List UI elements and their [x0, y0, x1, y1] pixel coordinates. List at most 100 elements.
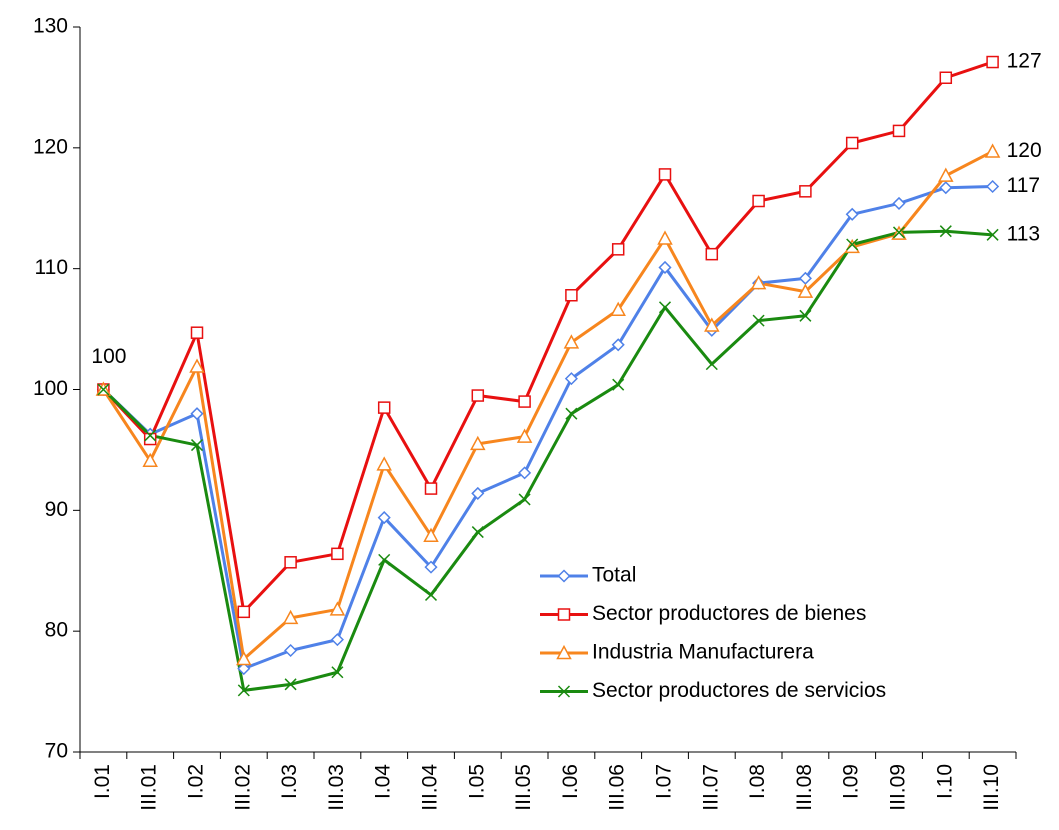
point — [424, 560, 438, 574]
series-line — [102, 229, 993, 692]
x-tick-label: III.08 — [793, 764, 816, 811]
point — [424, 482, 438, 495]
point — [797, 283, 814, 298]
point — [610, 301, 626, 316]
point — [377, 401, 391, 414]
point — [845, 207, 859, 221]
point — [939, 181, 953, 195]
point — [376, 456, 392, 471]
legend-marker — [557, 608, 571, 621]
legend-label: Industria Manufacturera — [592, 641, 814, 664]
x-tick-label: I.04 — [372, 764, 395, 799]
point — [189, 358, 205, 373]
point — [658, 260, 672, 275]
point — [284, 556, 297, 569]
point — [845, 136, 859, 150]
legend-label: Total — [592, 564, 636, 587]
point — [846, 238, 859, 251]
x-tick-label: III.04 — [419, 764, 442, 811]
point — [470, 435, 486, 451]
point — [565, 407, 578, 420]
point — [284, 643, 298, 658]
point — [939, 225, 952, 238]
point — [752, 314, 765, 327]
y-tick-label: 120 — [33, 135, 68, 158]
legend-label: Sector productores de servicios — [592, 679, 886, 702]
y-tick-label: 130 — [33, 15, 68, 38]
x-tick-label: III.02 — [231, 764, 254, 811]
point — [892, 226, 906, 239]
x-tick-label: I.03 — [278, 764, 301, 799]
point — [331, 666, 344, 679]
point — [939, 71, 953, 84]
x-tick-label: III.01 — [138, 764, 161, 811]
x-tick-label: III.05 — [512, 764, 535, 811]
point — [752, 194, 765, 208]
point — [799, 185, 812, 198]
point — [378, 553, 391, 566]
point — [143, 432, 157, 446]
point — [424, 588, 438, 601]
point — [892, 124, 906, 138]
point — [565, 289, 578, 302]
value-label: 113 — [1007, 222, 1040, 245]
point — [237, 605, 251, 619]
point — [330, 633, 344, 647]
point — [704, 317, 720, 332]
value-label: 120 — [1007, 139, 1042, 162]
point — [986, 179, 1000, 194]
point — [563, 334, 580, 349]
point — [190, 439, 204, 452]
y-tick-label: 110 — [35, 256, 68, 279]
point — [518, 493, 531, 506]
point — [190, 326, 204, 339]
value-label: 117 — [1007, 174, 1040, 197]
point — [471, 486, 485, 500]
x-tick-label: I.06 — [559, 764, 582, 799]
point — [329, 601, 346, 616]
point — [237, 662, 251, 676]
point — [190, 407, 204, 421]
point — [564, 372, 578, 386]
x-tick-label: I.02 — [185, 764, 208, 799]
x-tick-label: III.07 — [699, 764, 722, 811]
point — [705, 358, 718, 371]
point — [658, 301, 672, 314]
x-tick-label: III.03 — [325, 764, 348, 811]
point — [516, 428, 533, 443]
point — [705, 247, 719, 261]
legend-label: Sector productores de bienes — [592, 602, 866, 625]
point — [237, 684, 250, 697]
series-line — [102, 60, 994, 614]
x-tick-label: I.09 — [840, 764, 863, 799]
point — [799, 309, 812, 322]
point — [658, 168, 672, 181]
y-tick-label: 80 — [45, 619, 68, 642]
x-tick-label: I.10 — [933, 764, 956, 799]
point — [518, 395, 531, 408]
point — [423, 527, 439, 542]
point — [236, 650, 252, 666]
series-line — [102, 185, 993, 671]
point — [331, 547, 344, 561]
point — [611, 338, 625, 352]
x-tick-label: III.06 — [606, 764, 629, 811]
y-tick-label: 70 — [45, 740, 68, 763]
x-tick-label: I.01 — [91, 764, 114, 799]
y-tick-label: 90 — [45, 498, 68, 521]
x-tick-label: I.08 — [746, 764, 769, 799]
x-tick-label: I.05 — [465, 764, 488, 799]
point — [892, 196, 906, 210]
point — [471, 389, 485, 402]
series-line — [102, 150, 994, 661]
point — [97, 383, 110, 396]
point — [144, 429, 157, 442]
point — [657, 230, 673, 245]
point — [844, 238, 860, 254]
point — [471, 526, 484, 539]
point — [938, 167, 954, 182]
legend-marker — [556, 644, 572, 660]
point — [142, 452, 158, 468]
x-tick-label: III.10 — [980, 764, 1003, 811]
